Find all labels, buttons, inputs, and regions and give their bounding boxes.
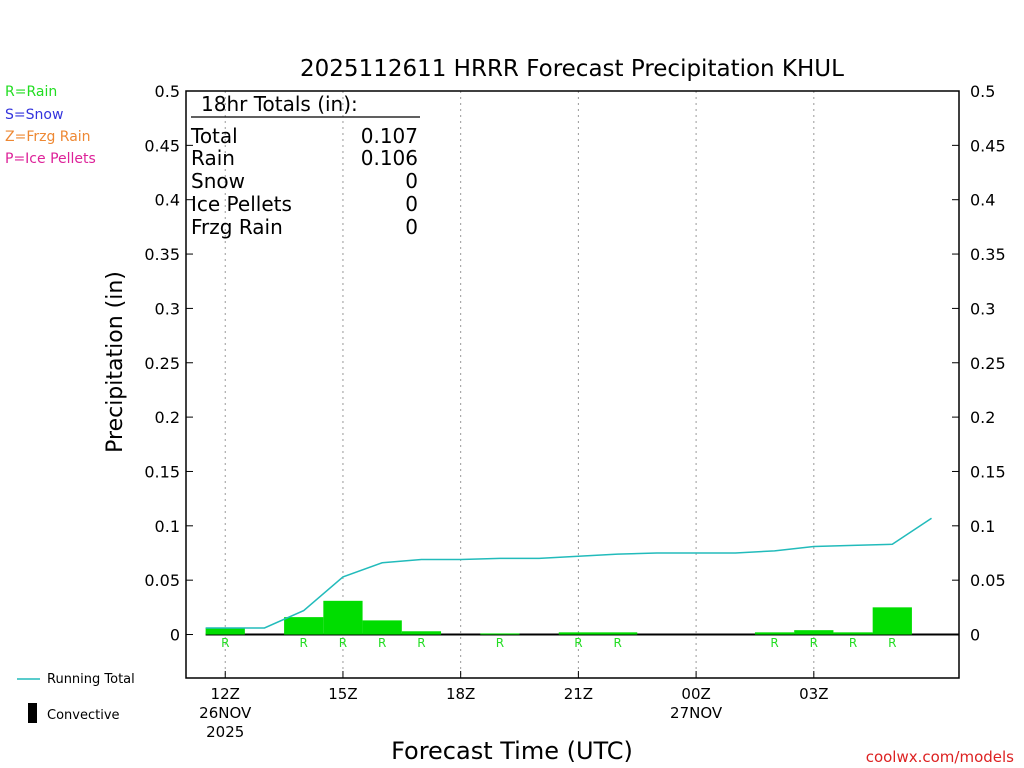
totals-value-ice: 0 xyxy=(405,192,418,216)
grid-lines xyxy=(224,91,815,678)
y-tick-label-left: 0.45 xyxy=(144,136,180,155)
axis-ticks: 0 00.05 0.050.1 0.10.15 0.150.2 0.20.25 0.250.… xyxy=(144,82,1005,741)
x-tick-label: 00Z xyxy=(681,685,710,703)
y-tick-label-left: 0.15 xyxy=(144,462,180,481)
y-tick-label-right: 0 xyxy=(970,626,980,645)
x-tick-label: 27NOV xyxy=(670,704,723,722)
precip-type-marker: R xyxy=(770,636,778,650)
running-total-line-group xyxy=(205,517,932,629)
legend-ice-pellets: P=Ice Pellets xyxy=(5,151,96,167)
y-tick-label-right: 0.4 xyxy=(970,191,995,210)
x-tick-label: 18Z xyxy=(446,685,475,703)
totals-value-rain: 0.106 xyxy=(361,146,418,170)
precip-type-legend: R=Rain S=Snow Z=Frzg Rain P=Ice Pellets xyxy=(5,84,96,167)
y-tick-label-left: 0.5 xyxy=(155,82,180,101)
plot-frame xyxy=(185,90,960,679)
convective-legend-label: Convective xyxy=(47,708,120,723)
totals-label-rain: Rain xyxy=(191,146,235,170)
precip-bars xyxy=(205,600,959,636)
precip-type-marker: R xyxy=(496,636,504,650)
precip-type-marker: R xyxy=(300,636,308,650)
totals-value-total: 0.107 xyxy=(361,124,418,148)
precip-bar xyxy=(794,630,834,635)
y-axis-label: Precipitation (in) xyxy=(103,271,128,453)
running-total-line xyxy=(205,517,932,629)
y-tick-label-right: 0.5 xyxy=(970,82,995,101)
precip-bar xyxy=(205,627,245,635)
x-tick-label: 21Z xyxy=(564,685,593,703)
x-tick-label: 03Z xyxy=(799,685,828,703)
precip-bar xyxy=(362,620,402,635)
y-tick-label-left: 0.25 xyxy=(144,354,180,373)
y-tick-label-left: 0.1 xyxy=(155,517,180,536)
precip-bar xyxy=(284,617,324,635)
precip-type-marker: R xyxy=(417,636,425,650)
y-tick-label-right: 0.45 xyxy=(970,136,1006,155)
precip-bar xyxy=(480,633,520,635)
running-total-legend-label: Running Total xyxy=(47,672,135,687)
totals-value-frzg: 0 xyxy=(405,215,418,239)
precip-type-marker: R xyxy=(339,636,347,650)
y-tick-label-right: 0.15 xyxy=(970,462,1006,481)
y-tick-label-left: 0.2 xyxy=(155,408,180,427)
precip-type-marker: R xyxy=(888,636,896,650)
x-tick-label: 26NOV xyxy=(199,704,252,722)
y-tick-label-right: 0.3 xyxy=(970,299,995,318)
y-tick-label-right: 0.35 xyxy=(970,245,1006,264)
totals-label-total: Total xyxy=(190,124,238,148)
legend-snow: S=Snow xyxy=(5,107,63,123)
x-axis-label: Forecast Time (UTC) xyxy=(391,737,633,765)
precip-bar xyxy=(872,607,912,635)
convective-legend-swatch xyxy=(28,703,37,723)
y-tick-label-left: 0 xyxy=(170,626,180,645)
y-tick-label-right: 0.1 xyxy=(970,517,995,536)
totals-header: 18hr Totals (in): xyxy=(201,92,358,116)
credit-text: coolwx.com/models xyxy=(866,748,1014,766)
bottom-legend: Running Total Convective xyxy=(17,672,135,723)
y-tick-label-right: 0.2 xyxy=(970,408,995,427)
totals-label-ice: Ice Pellets xyxy=(191,192,292,216)
y-tick-label-left: 0.05 xyxy=(144,571,180,590)
legend-frzg-rain: Z=Frzg Rain xyxy=(5,129,91,145)
totals-value-snow: 0 xyxy=(405,169,418,193)
precip-type-marker: R xyxy=(574,636,582,650)
precip-type-marker: R xyxy=(613,636,621,650)
y-tick-label-left: 0.35 xyxy=(144,245,180,264)
precip-bar xyxy=(401,631,442,635)
y-tick-label-left: 0.3 xyxy=(155,299,180,318)
y-tick-label-right: 0.05 xyxy=(970,571,1006,590)
precip-bar xyxy=(754,632,795,635)
x-tick-label: 12Z xyxy=(211,685,240,703)
precip-type-marker: R xyxy=(221,636,229,650)
precip-bar xyxy=(558,632,599,635)
legend-rain: R=Rain xyxy=(5,84,57,100)
totals-label-frzg: Frzg Rain xyxy=(191,215,283,239)
x-tick-label: 2025 xyxy=(206,723,244,741)
x-tick-label: 15Z xyxy=(328,685,357,703)
y-tick-label-right: 0.25 xyxy=(970,354,1006,373)
chart-title: 2025112611 HRRR Forecast Precipitation K… xyxy=(300,56,844,82)
y-tick-label-left: 0.4 xyxy=(155,191,180,210)
precip-type-marker: R xyxy=(810,636,818,650)
precip-bar xyxy=(323,600,363,635)
totals-box: 18hr Totals (in): Total 0.107 Rain 0.106… xyxy=(190,92,420,239)
precip-bar xyxy=(598,632,638,635)
precip-type-marker: R xyxy=(849,636,857,650)
precip-bar xyxy=(833,632,873,635)
totals-label-snow: Snow xyxy=(191,169,245,193)
precip-type-marker: R xyxy=(378,636,386,650)
